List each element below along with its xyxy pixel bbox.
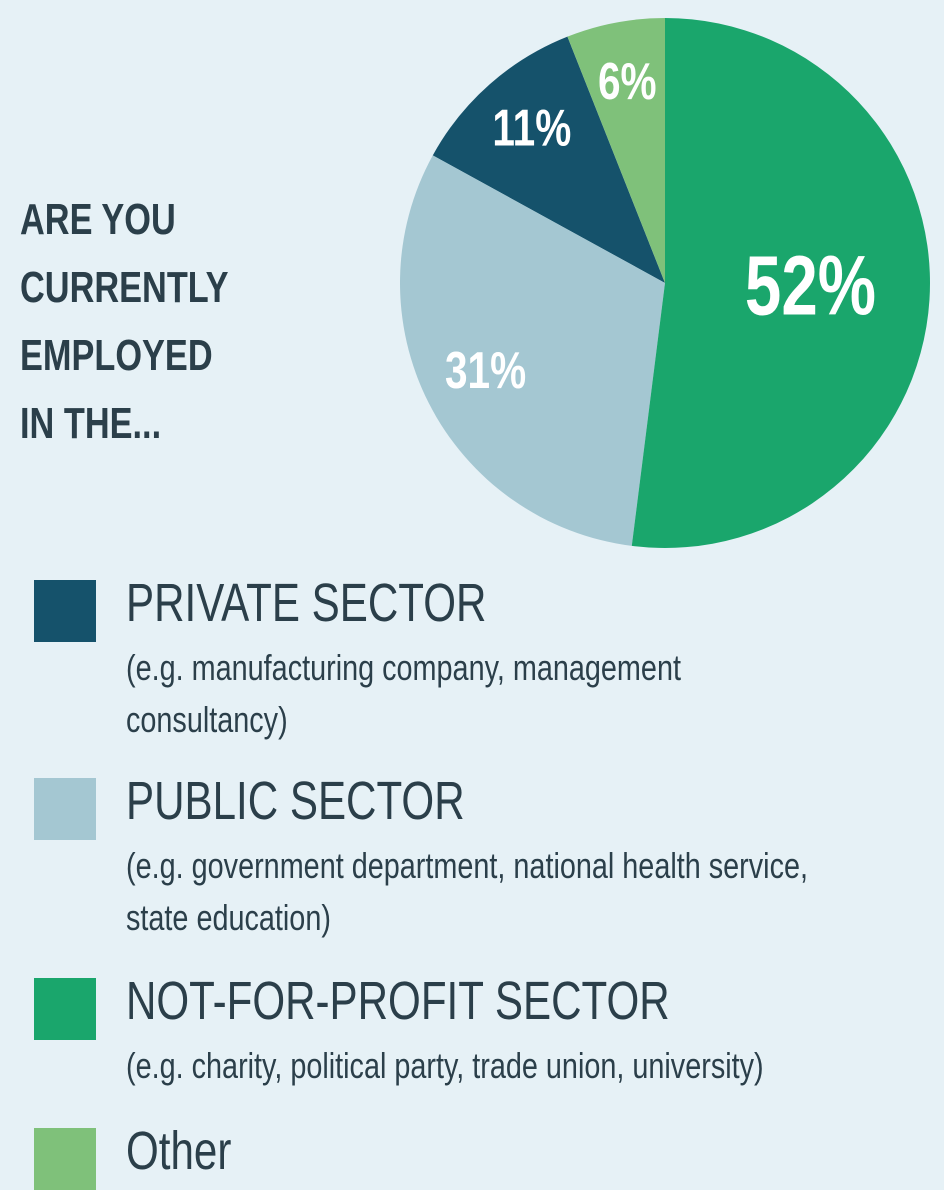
legend-label: NOT-FOR-PROFIT SECTOR xyxy=(126,971,670,1031)
data-label: 52% xyxy=(745,239,876,333)
legend-swatch xyxy=(34,978,96,1040)
legend-swatch xyxy=(34,778,96,840)
legend-swatch xyxy=(34,1128,96,1190)
data-label: 11% xyxy=(492,99,571,157)
data-label: 31% xyxy=(445,341,526,399)
legend-label: PRIVATE SECTOR xyxy=(126,573,487,633)
pie-chart: 11% 31% 52% 6% xyxy=(400,18,930,548)
pie-slice xyxy=(400,155,665,546)
pie-slice xyxy=(432,36,665,284)
legend-swatch xyxy=(34,580,96,642)
data-label: 6% xyxy=(598,52,657,110)
legend-description: (e.g. government department, national he… xyxy=(126,845,808,938)
pie-slice xyxy=(631,18,930,548)
legend-label: Other xyxy=(126,1121,232,1181)
legend-label: PUBLIC SECTOR xyxy=(126,771,465,831)
pie-slice xyxy=(567,18,665,283)
legend-description: (e.g. charity, political party, trade un… xyxy=(126,1045,764,1086)
legend-description: (e.g. manufacturing company, management … xyxy=(126,647,681,740)
chart-title: ARE YOU CURRENTLY EMPLOYED IN THE... xyxy=(20,195,229,448)
